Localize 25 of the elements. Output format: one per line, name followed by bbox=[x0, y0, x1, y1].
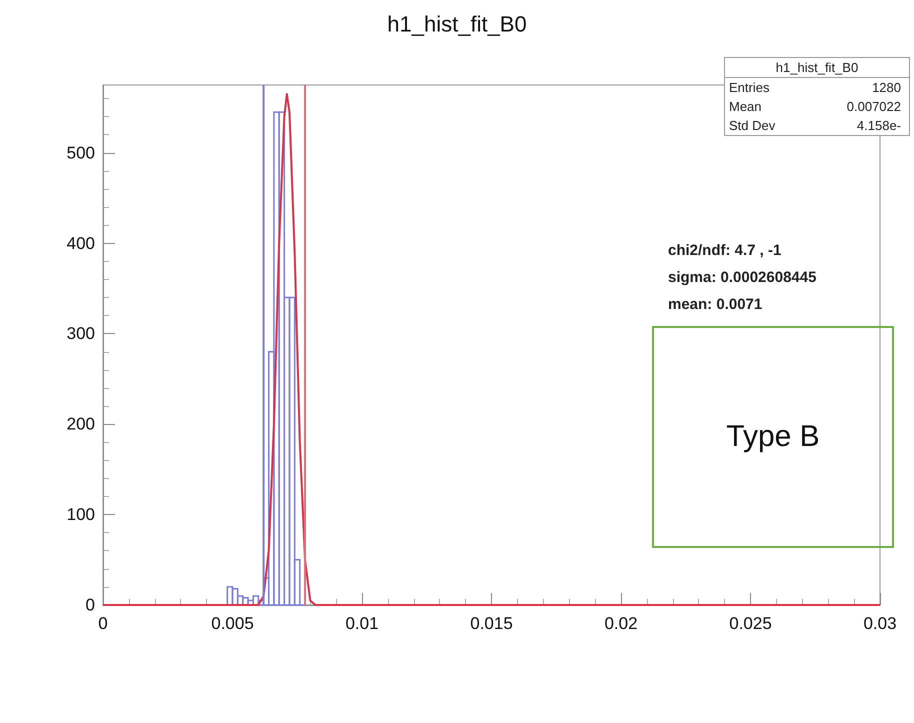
annotation: 4.158e- bbox=[856, 118, 901, 133]
y-tick-label: 500 bbox=[66, 143, 95, 162]
x-tick-label: 0.025 bbox=[729, 614, 772, 633]
x-tick-label: 0.005 bbox=[211, 614, 254, 633]
annotation: mean: 0.0071 bbox=[668, 296, 762, 313]
x-tick-label: 0.01 bbox=[345, 614, 379, 633]
text: h1_hist_fit_B0 bbox=[776, 60, 858, 75]
x-tick-label: 0.015 bbox=[470, 614, 513, 633]
annotation: Entries bbox=[729, 80, 770, 95]
y-tick-label: 300 bbox=[66, 324, 95, 344]
y-tick-label: 100 bbox=[66, 505, 95, 524]
annotation: Std Dev bbox=[729, 118, 776, 133]
x-tick-label: 0 bbox=[98, 614, 108, 633]
annotation: 1280 bbox=[872, 80, 901, 95]
x-tick-label: 0.03 bbox=[863, 614, 897, 633]
y-tick-label: 400 bbox=[66, 234, 95, 253]
annotation: Mean bbox=[729, 99, 762, 114]
y-tick-label: 0 bbox=[86, 596, 95, 614]
y-tick-label: 200 bbox=[66, 414, 95, 434]
text-box: Type B bbox=[652, 326, 894, 548]
annotation: 0.007022 bbox=[846, 99, 901, 114]
annotation: chi2/ndf: 4.7 , -1 bbox=[668, 242, 782, 259]
chart-title: h1_hist_fit_B0 bbox=[387, 12, 527, 36]
annotation: sigma: 0.0002608445 bbox=[668, 269, 816, 286]
x-tick-label: 0.02 bbox=[604, 614, 638, 633]
